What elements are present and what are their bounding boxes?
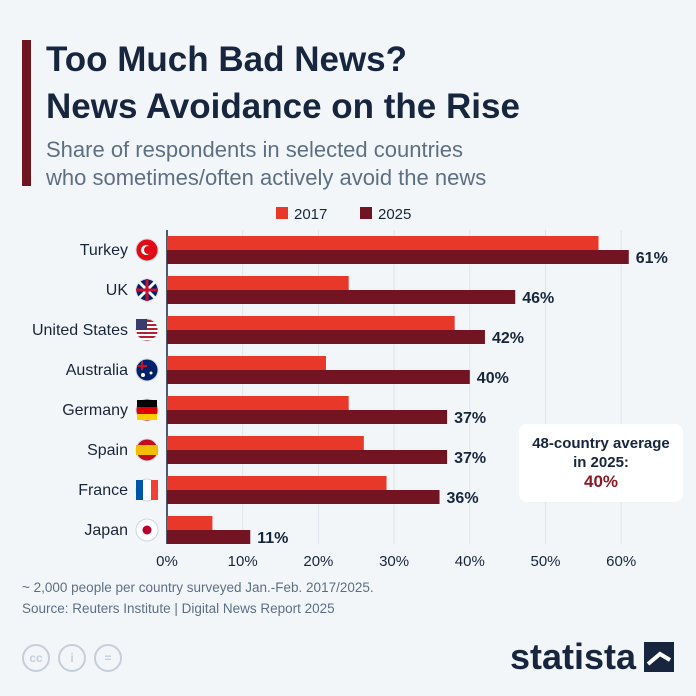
category-label: Turkey bbox=[80, 242, 128, 259]
bar-2017 bbox=[167, 436, 364, 450]
x-tick-label: 30% bbox=[379, 553, 409, 570]
statista-logo-icon bbox=[644, 642, 674, 672]
x-tick-label: 20% bbox=[303, 553, 333, 570]
accent-bar bbox=[22, 40, 31, 186]
star bbox=[149, 371, 153, 375]
es-yellow bbox=[136, 445, 158, 455]
category-label: United States bbox=[32, 322, 128, 339]
x-tick-label: 10% bbox=[228, 553, 258, 570]
bar-2025 bbox=[167, 250, 629, 264]
bar-2017 bbox=[167, 516, 213, 530]
subtitle: Share of respondents in selected countri… bbox=[46, 136, 486, 192]
category-label: Australia bbox=[66, 362, 128, 379]
legend-swatch-2025 bbox=[360, 207, 372, 219]
crescent-cut bbox=[144, 246, 152, 254]
x-tick-label: 60% bbox=[606, 553, 636, 570]
page-title: Too Much Bad News? News Avoidance on the… bbox=[46, 36, 520, 130]
aus-cross bbox=[137, 361, 147, 370]
uk-cross bbox=[136, 279, 158, 301]
annotation-line-2: in 2025: bbox=[573, 454, 629, 471]
bar-2025 bbox=[167, 370, 470, 384]
bar-2025 bbox=[167, 330, 485, 344]
bar-2025 bbox=[167, 410, 448, 424]
data-label: 61% bbox=[636, 250, 668, 267]
de-gold bbox=[137, 414, 157, 420]
no-derivatives-icon[interactable]: = bbox=[94, 644, 122, 672]
data-label: 37% bbox=[454, 450, 486, 467]
data-label: 42% bbox=[492, 330, 524, 347]
category-label: Japan bbox=[84, 522, 128, 539]
bar-2025 bbox=[167, 450, 448, 464]
title-line-2: News Avoidance on the Rise bbox=[46, 87, 520, 126]
bar-2017 bbox=[167, 476, 387, 490]
annotation-value: 40% bbox=[583, 472, 619, 491]
category-label: Spain bbox=[87, 442, 128, 459]
license-icons: cc i = bbox=[22, 644, 122, 672]
subtitle-line-2: who sometimes/often actively avoid the n… bbox=[46, 165, 487, 190]
star bbox=[141, 373, 145, 377]
bar-2017 bbox=[167, 276, 349, 290]
data-label: 37% bbox=[454, 410, 486, 427]
de-black bbox=[137, 400, 157, 407]
bar-2025 bbox=[167, 490, 440, 504]
bar-2025 bbox=[167, 290, 516, 304]
category-label: France bbox=[78, 482, 128, 499]
us-canton bbox=[136, 319, 147, 330]
source-note: Source: Reuters Institute | Digital News… bbox=[22, 601, 335, 616]
brand-name: statista bbox=[509, 636, 636, 677]
fr-blue bbox=[136, 480, 143, 500]
bar-2025 bbox=[167, 530, 251, 544]
category-label: Germany bbox=[62, 402, 128, 419]
data-label: 11% bbox=[257, 530, 288, 547]
jp-sun bbox=[142, 525, 152, 535]
bar-2017 bbox=[167, 396, 349, 410]
legend-swatch-2017 bbox=[276, 207, 288, 219]
statista-logo[interactable]: statista bbox=[510, 636, 674, 678]
average-annotation: 48-country average in 2025: 40% bbox=[519, 424, 683, 502]
category-label: UK bbox=[106, 282, 129, 299]
x-tick-label: 0% bbox=[156, 553, 178, 570]
survey-note: ~ 2,000 people per country surveyed Jan.… bbox=[22, 580, 374, 595]
annotation-line-1: 48-country average bbox=[532, 435, 670, 452]
bar-2017 bbox=[167, 356, 326, 370]
subtitle-line-1: Share of respondents in selected countri… bbox=[46, 137, 464, 162]
data-label: 40% bbox=[477, 370, 509, 387]
x-tick-label: 40% bbox=[455, 553, 485, 570]
cc-icon[interactable]: cc bbox=[22, 644, 50, 672]
legend-label: 2017 bbox=[294, 206, 327, 223]
bar-2017 bbox=[167, 236, 599, 250]
legend-label: 2025 bbox=[378, 206, 411, 223]
attribution-icon[interactable]: i bbox=[58, 644, 86, 672]
bar-2017 bbox=[167, 316, 455, 330]
data-label: 36% bbox=[447, 490, 479, 507]
x-tick-label: 50% bbox=[530, 553, 560, 570]
fr-red bbox=[151, 480, 158, 500]
title-line-1: Too Much Bad News? bbox=[46, 40, 408, 79]
data-label: 46% bbox=[522, 290, 554, 307]
australia-flag-icon bbox=[135, 358, 159, 382]
